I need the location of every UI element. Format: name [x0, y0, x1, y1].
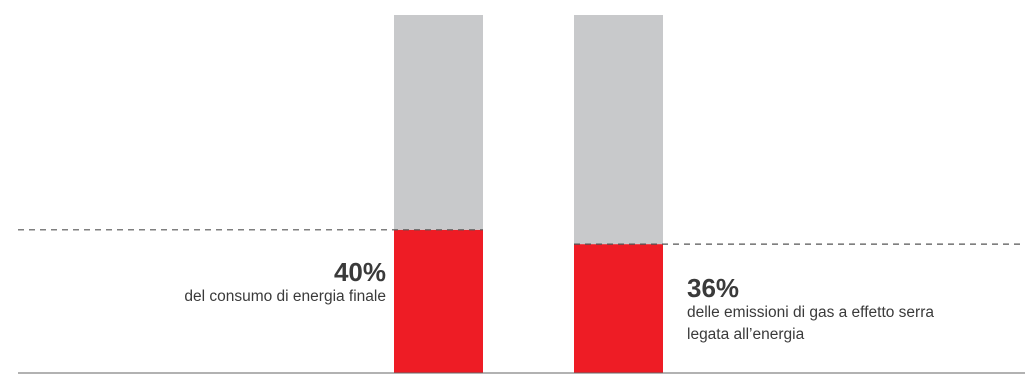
callout-greenhouse-emissions: 36% delle emissioni di gas a effetto ser…: [687, 274, 934, 346]
chart-marks: [18, 15, 1025, 374]
callout-1-percentage: 40%: [333, 257, 386, 287]
callout-2-line-2: legata all’energia: [687, 326, 805, 343]
callout-2-percentage: 36%: [687, 273, 740, 303]
bar-1-highlight-segment: [394, 229, 483, 373]
callout-2-line-1: delle emissioni di gas a effetto serra: [687, 304, 934, 321]
callout-energy-consumption: 40% del consumo di energia finale: [184, 258, 386, 308]
bar-1-remainder-segment: [394, 15, 483, 230]
bar-2-highlight-segment: [574, 244, 663, 373]
bar-2-remainder-segment: [574, 15, 663, 245]
callout-1-line-1: del consumo di energia finale: [184, 288, 386, 305]
